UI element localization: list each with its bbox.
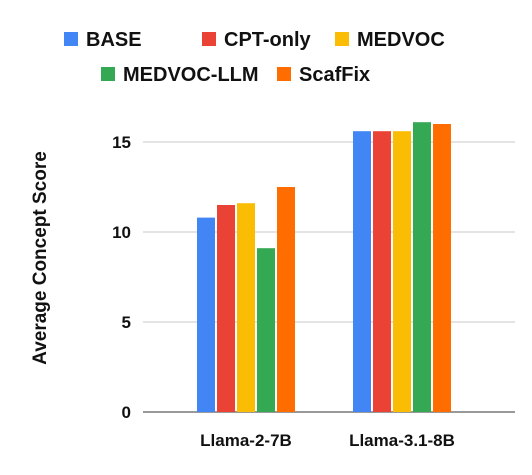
bar-base-llama-3.1-8b [353, 131, 371, 412]
legend-swatch [202, 32, 216, 46]
x-axis-ticks: Llama-2-7B Llama-3.1-8B [200, 431, 455, 450]
legend-swatch [277, 67, 291, 81]
y-tick-label: 0 [122, 403, 131, 422]
legend-swatch [335, 32, 349, 46]
bar-cpt-only-llama-2-7b [217, 205, 235, 412]
bar-medvoc-llm-llama-2-7b [257, 248, 275, 412]
bar-medvoc-llm-llama-3.1-8b [413, 122, 431, 412]
bar-scaffix-llama-2-7b [277, 187, 295, 412]
legend-label: ScafFix [299, 64, 370, 86]
legend-swatch [64, 32, 78, 46]
legend-label: BASE [86, 29, 142, 51]
x-tick-label: Llama-2-7B [200, 431, 292, 450]
bar-cpt-only-llama-3.1-8b [373, 131, 391, 412]
bar-scaffix-llama-3.1-8b [433, 124, 451, 412]
y-axis-label: Average Concept Score [30, 151, 51, 365]
bar-medvoc-llama-3.1-8b [393, 131, 411, 412]
legend-swatch [101, 67, 115, 81]
y-tick-label: 15 [112, 133, 131, 152]
legend-label: MEDVOC-LLM [123, 64, 259, 86]
y-axis-ticks: 0 5 10 15 [112, 133, 131, 422]
y-tick-label: 10 [112, 223, 131, 242]
bar-medvoc-llama-2-7b [237, 203, 255, 412]
y-tick-label: 5 [122, 313, 131, 332]
bars [197, 122, 451, 412]
x-tick-label: Llama-3.1-8B [349, 431, 455, 450]
legend-label: CPT-only [224, 29, 312, 51]
bar-base-llama-2-7b [197, 217, 215, 412]
chart-legend: BASE CPT-only MEDVOC MEDVOC-LLM ScafFix [64, 29, 445, 86]
legend-label: MEDVOC [357, 29, 445, 51]
